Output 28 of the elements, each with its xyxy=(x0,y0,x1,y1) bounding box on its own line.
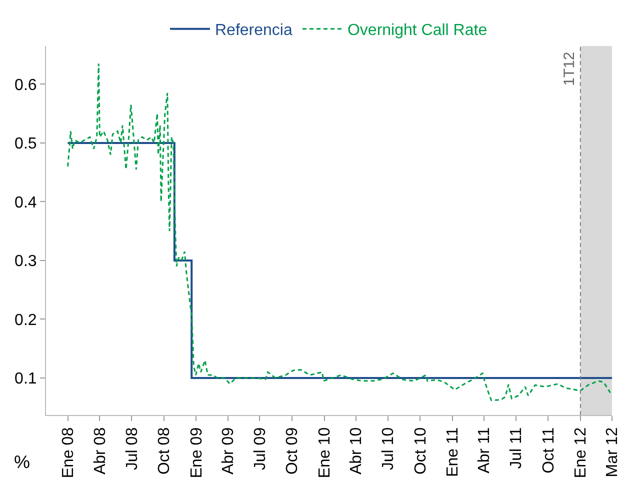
x-tick-label: Ene 12 xyxy=(572,427,590,478)
x-tick-label: Ene 09 xyxy=(188,427,206,478)
x-tick-label: Abr 10 xyxy=(348,427,366,475)
x-tick-label: Abr 09 xyxy=(220,427,237,475)
x-tick-label: Jul 10 xyxy=(380,427,397,470)
y-tick-label: 0.3 xyxy=(14,253,37,270)
x-tick-label: Ene 10 xyxy=(316,427,334,478)
x-tick-label: Mar 12 xyxy=(604,427,622,478)
x-tick-label: Oct 08 xyxy=(156,427,174,475)
x-tick-label: Oct 11 xyxy=(540,427,558,474)
x-tick-label: Jul 09 xyxy=(252,427,269,470)
y-tick-label: 0.1 xyxy=(14,370,37,388)
y-tick-label: 0.4 xyxy=(14,194,37,212)
y-tick-label: 0.2 xyxy=(14,312,37,329)
x-tick-label: Oct 09 xyxy=(284,427,302,475)
ref-line-label: 1T12 xyxy=(560,52,578,86)
y-axis-title: % xyxy=(14,452,30,472)
x-tick-label: Oct 10 xyxy=(412,427,430,475)
legend-label: Overnight Call Rate xyxy=(347,22,488,40)
y-tick-label: 0.6 xyxy=(14,76,37,94)
x-tick-label: Abr 11 xyxy=(476,427,494,474)
x-tick-label: Jul 11 xyxy=(508,427,526,469)
x-tick-label: Jul 08 xyxy=(124,427,141,470)
x-tick-label: Ene 11 xyxy=(444,427,462,477)
x-tick-label: Abr 08 xyxy=(92,427,109,475)
legend-label: Referencia xyxy=(215,22,292,40)
x-tick-label: Ene 08 xyxy=(60,427,77,478)
y-tick-label: 0.5 xyxy=(14,136,37,153)
